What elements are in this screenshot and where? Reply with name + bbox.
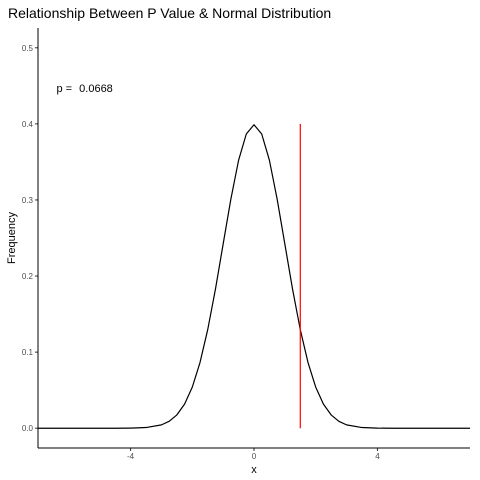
x-axis-ticks: -4 0 4 xyxy=(127,448,380,461)
p-value-number: 0.0668 xyxy=(79,83,113,95)
y-tick-label: 0.1 xyxy=(22,348,34,357)
y-axis-title: Frequency xyxy=(6,212,18,264)
y-tick-label: 0.3 xyxy=(22,196,34,205)
x-tick-label: -4 xyxy=(127,452,135,461)
p-value-annotation: p = 0.0668 xyxy=(57,83,113,95)
chart-title: Relationship Between P Value & Normal Di… xyxy=(8,5,331,21)
y-axis-ticks: 0.0 0.1 0.2 0.3 0.4 0.5 xyxy=(22,44,38,433)
y-tick-label: 0.2 xyxy=(22,272,34,281)
density-curve xyxy=(38,124,470,429)
x-axis-title: x xyxy=(251,464,257,476)
y-tick-label: 0.0 xyxy=(22,424,34,433)
series-group xyxy=(38,124,470,429)
x-tick-label: 4 xyxy=(375,452,380,461)
p-value-label: p = xyxy=(57,83,76,95)
x-tick-label: 0 xyxy=(252,452,257,461)
y-tick-label: 0.4 xyxy=(22,120,34,129)
y-tick-label: 0.5 xyxy=(22,44,34,53)
